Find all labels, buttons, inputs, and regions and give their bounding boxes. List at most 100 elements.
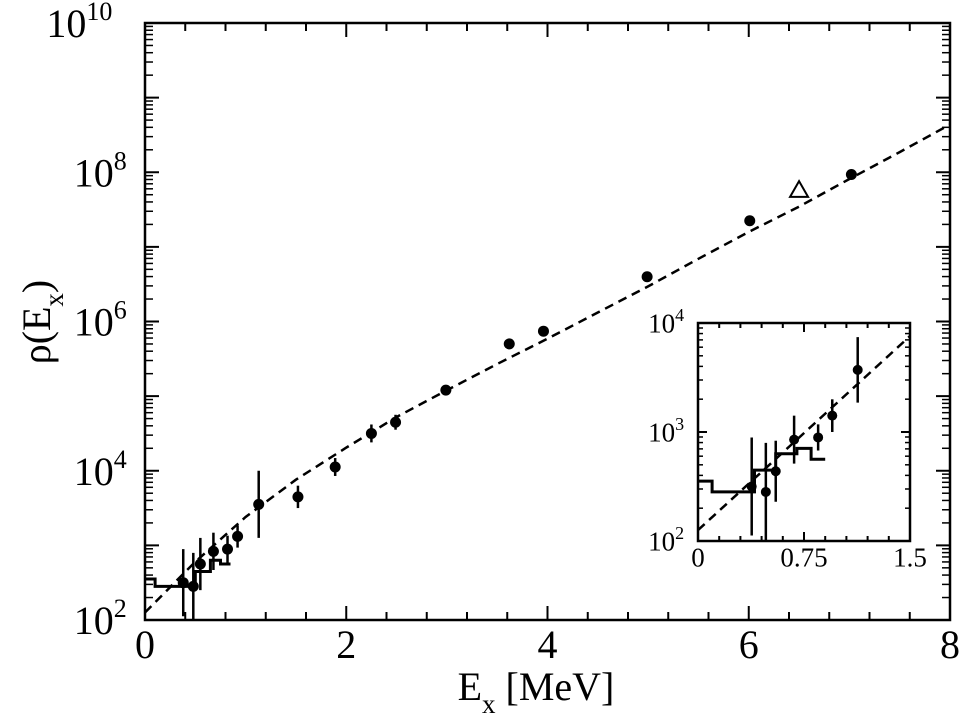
inset-point-marker <box>770 466 781 477</box>
main-point-marker <box>194 558 206 570</box>
y-tick-exponent: 8 <box>114 146 127 175</box>
main-point-marker <box>253 498 265 510</box>
inset-data-point <box>770 440 781 502</box>
main-x-tick-label: 6 <box>739 622 759 667</box>
main-plot-frame <box>143 21 952 622</box>
main-ticks <box>144 22 951 621</box>
main-y-tick-label: 106 <box>74 296 127 345</box>
main-data-point <box>365 424 377 443</box>
inset-point-marker <box>827 410 838 421</box>
main-data-point <box>194 537 206 591</box>
main-data-point <box>440 384 452 396</box>
y-tick-base: 10 <box>648 526 675 556</box>
inset-fit-curve <box>698 335 910 532</box>
main-data-point <box>232 525 244 548</box>
inset-point-marker <box>789 434 800 445</box>
main-y-tick-label: 108 <box>74 146 127 195</box>
main-data-point <box>292 485 304 509</box>
main-y-tick-label: 1010 <box>46 0 112 46</box>
main-data-point <box>329 458 341 476</box>
main-point-marker <box>845 168 857 180</box>
y-axis-label: ρ(Ex) <box>14 280 69 365</box>
inset-y-tick-label: 102 <box>648 523 684 556</box>
y-tick-exponent: 3 <box>675 414 684 434</box>
main-data-point <box>744 215 756 227</box>
y-tick-exponent: 4 <box>675 305 684 325</box>
y-tick-exponent: 2 <box>114 594 127 623</box>
y-axis-label-sub: x <box>39 293 69 307</box>
inset-x-tick-label: 0.75 <box>780 543 827 573</box>
inset-point-marker <box>746 481 757 492</box>
inset-data-point <box>789 415 800 464</box>
main-data-point <box>222 535 234 563</box>
y-axis-label-pre: ρ(E <box>14 307 59 365</box>
main-x-tick-label: 2 <box>336 622 356 667</box>
main-point-marker <box>365 427 377 439</box>
inset-plot-frame <box>696 321 912 543</box>
inset-data-layer <box>698 335 910 541</box>
main-point-marker <box>207 545 219 557</box>
main-x-tick-labels: 0 2 4 6 8 <box>135 622 960 667</box>
inset-background <box>698 323 910 541</box>
inset-x-tick-label: 0 <box>691 543 705 573</box>
triangle-marker <box>788 179 810 198</box>
inset-x-tick-label: 1.5 <box>893 543 927 573</box>
x-axis-label-sub: x <box>482 689 496 719</box>
main-data-point <box>503 338 515 350</box>
main-triangle <box>788 179 810 198</box>
main-x-tick-label: 8 <box>940 622 960 667</box>
main-x-tick-label: 0 <box>135 622 155 667</box>
y-tick-exponent: 2 <box>675 523 684 543</box>
inset-y-tick-label: 103 <box>648 414 684 447</box>
y-tick-base: 10 <box>648 308 675 338</box>
main-point-marker <box>222 543 234 555</box>
main-point-marker <box>187 580 199 592</box>
y-tick-base: 10 <box>648 417 675 447</box>
y-tick-base: 10 <box>74 598 114 643</box>
x-axis-label-rest: [MeV] <box>496 664 615 709</box>
main-point-marker <box>440 384 452 396</box>
inset-y-tick-label: 104 <box>648 305 684 338</box>
main-point-marker <box>232 530 244 542</box>
main-point-marker <box>390 416 402 428</box>
main-histogram <box>145 558 231 588</box>
inset-point-marker <box>852 364 863 375</box>
inset-data-point <box>852 337 863 403</box>
main-data-point <box>187 552 199 620</box>
main-points <box>177 168 857 620</box>
main-point-marker <box>503 338 515 350</box>
main-point-marker <box>537 325 549 337</box>
main-data-point <box>207 532 219 571</box>
inset-fit-line <box>698 335 910 532</box>
inset-point-marker <box>813 432 824 443</box>
main-data-point <box>390 414 402 430</box>
main-y-tick-label: 102 <box>74 594 127 643</box>
inset-data-point <box>760 442 771 541</box>
inset-data-point <box>746 437 757 536</box>
main-data-point <box>177 549 189 617</box>
y-tick-base: 10 <box>74 449 114 494</box>
main-fit-line <box>145 123 950 614</box>
main-point-marker <box>744 215 756 227</box>
x-axis-label: Ex [MeV] <box>458 664 615 719</box>
y-tick-exponent: 10 <box>86 0 112 26</box>
y-tick-exponent: 4 <box>114 445 127 474</box>
y-tick-base: 10 <box>74 300 114 345</box>
main-point-marker <box>641 271 653 283</box>
main-data-point <box>253 470 265 538</box>
inset-x-tick-labels: 0 0.75 1.5 <box>691 543 927 573</box>
inset-points <box>746 337 863 541</box>
main-point-marker <box>292 491 304 503</box>
main-data-layer <box>145 123 950 620</box>
x-axis-label-main: E <box>458 664 482 709</box>
main-point-marker <box>177 577 189 589</box>
y-tick-base: 10 <box>74 150 114 195</box>
inset-data-point <box>813 424 824 451</box>
main-data-point <box>537 325 549 337</box>
main-point-marker <box>329 461 341 473</box>
inset-data-point <box>827 399 838 432</box>
